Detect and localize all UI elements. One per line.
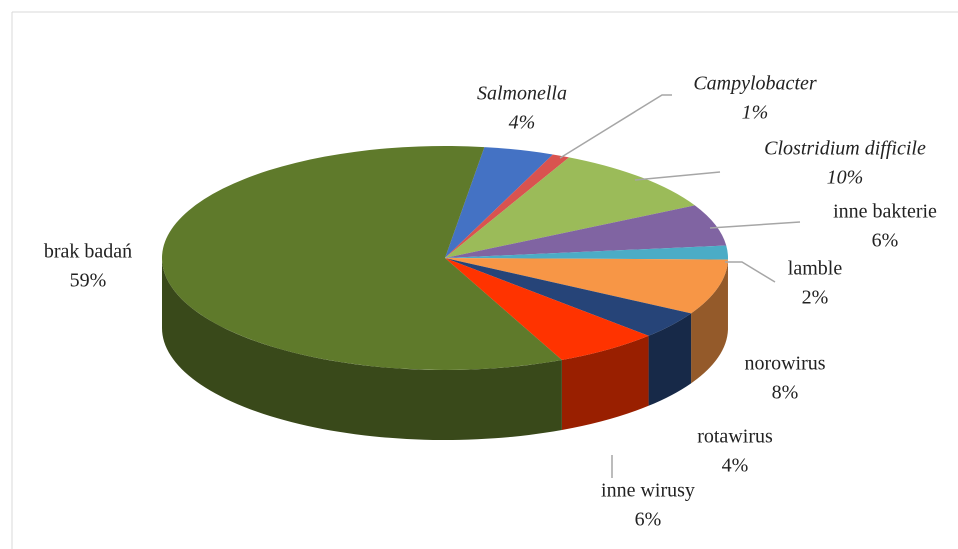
data-label-name: brak badań xyxy=(44,241,132,263)
pie-slice xyxy=(445,245,728,260)
data-label-name: inne wirusy xyxy=(601,480,695,502)
data-label-value: 1% xyxy=(742,102,769,124)
pie-slice xyxy=(445,154,570,258)
leader-line xyxy=(634,171,721,181)
pie-slice xyxy=(445,258,728,314)
leader-line xyxy=(725,261,776,283)
pie-slice-side xyxy=(691,259,728,384)
pie-slice xyxy=(445,157,695,258)
data-label-name: norowirus xyxy=(744,353,825,375)
data-label-name: inne bakterie xyxy=(833,201,937,223)
pie-slice-side xyxy=(162,258,562,441)
pie-slice xyxy=(445,258,692,336)
leader-line xyxy=(559,94,672,159)
data-label-name: Clostridium difficile xyxy=(764,138,926,160)
data-label-value: 4% xyxy=(722,455,749,477)
data-label-value: 8% xyxy=(772,382,799,404)
data-label-value: 10% xyxy=(827,167,864,189)
data-label-value: 6% xyxy=(872,230,899,252)
data-label-name: lamble xyxy=(788,258,843,280)
data-label-name: Campylobacter xyxy=(693,73,817,95)
leader-line xyxy=(709,221,801,229)
data-label-value: 59% xyxy=(70,270,107,292)
data-label-value: 4% xyxy=(509,112,536,134)
data-label-name: rotawirus xyxy=(697,426,773,448)
data-label-value: 6% xyxy=(635,509,662,531)
pie-slice xyxy=(445,258,649,360)
data-label-name: Salmonella xyxy=(477,83,567,105)
pie-slice xyxy=(162,146,562,370)
pie-slice xyxy=(445,205,727,258)
pie-slice-side xyxy=(561,335,649,430)
pie-slice-side xyxy=(648,313,692,406)
data-label-value: 2% xyxy=(802,287,829,309)
pie-slice xyxy=(445,147,553,258)
